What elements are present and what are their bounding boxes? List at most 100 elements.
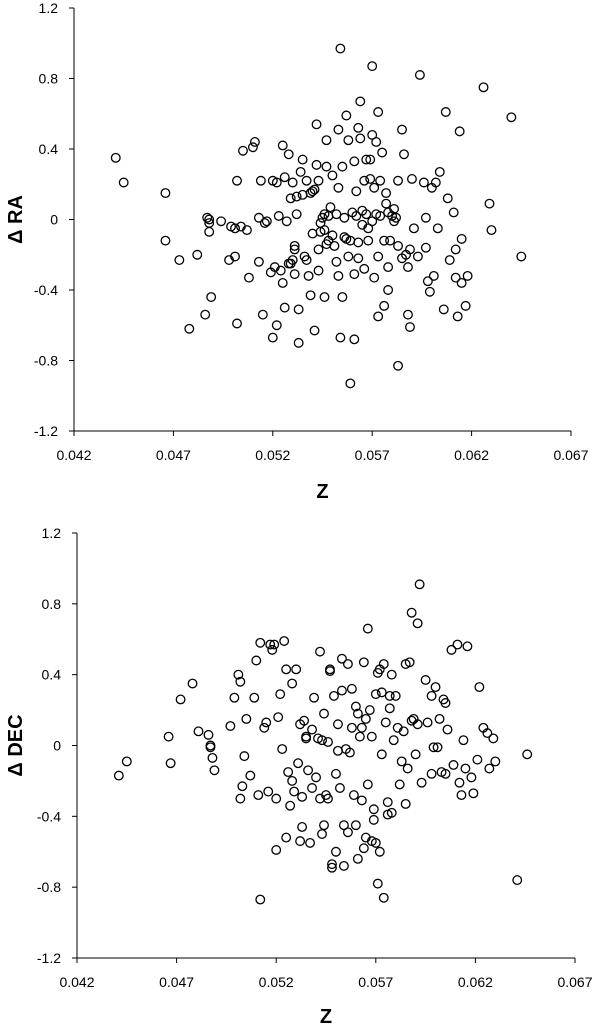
data-point xyxy=(426,768,437,779)
x-tick-label: 0.067 xyxy=(557,974,592,990)
data-point xyxy=(261,717,272,728)
data-point xyxy=(398,726,409,737)
data-point xyxy=(356,722,367,733)
data-point xyxy=(249,136,260,147)
data-point xyxy=(522,749,533,760)
data-point xyxy=(216,216,227,227)
data-point xyxy=(374,846,385,857)
data-point xyxy=(418,177,429,188)
data-point xyxy=(249,692,260,703)
data-point xyxy=(488,733,499,744)
data-point xyxy=(287,255,298,265)
x-tick-label: 0.062 xyxy=(458,974,493,990)
data-point xyxy=(378,892,389,903)
data-point xyxy=(412,618,423,629)
x-tick-label: 0.057 xyxy=(358,974,393,990)
data-point xyxy=(319,820,329,831)
data-point xyxy=(277,278,288,288)
y-tick-label: -1.2 xyxy=(37,950,61,966)
data-point xyxy=(160,188,171,199)
data-point xyxy=(309,325,320,336)
data-point xyxy=(325,202,336,213)
data-point xyxy=(358,843,369,854)
data-point xyxy=(428,270,439,281)
data-point xyxy=(334,783,345,793)
data-point xyxy=(438,304,449,315)
data-point xyxy=(299,715,310,726)
data-point xyxy=(325,664,335,675)
data-point xyxy=(394,779,405,790)
data-point xyxy=(442,193,453,204)
data-point xyxy=(271,793,282,804)
data-point xyxy=(336,685,347,696)
data-point xyxy=(293,304,304,315)
data-point xyxy=(472,754,483,765)
data-point xyxy=(275,265,286,276)
data-point xyxy=(331,846,341,857)
y-tick-label: -0.4 xyxy=(34,282,58,298)
data-point xyxy=(204,214,215,225)
data-point xyxy=(373,311,384,322)
data-point xyxy=(381,188,392,199)
data-point xyxy=(448,760,459,770)
data-point xyxy=(232,175,242,186)
data-point xyxy=(370,837,381,848)
data-point xyxy=(202,212,213,223)
data-point xyxy=(337,161,348,172)
data-points xyxy=(113,579,533,905)
data-point xyxy=(307,724,318,735)
data-point xyxy=(271,320,282,331)
y-tick-labels: 1.2 0.8 0.4 0 -0.4 -0.8 -1.2 xyxy=(34,0,58,439)
data-point xyxy=(348,790,359,801)
data-point xyxy=(113,770,124,781)
data-point xyxy=(382,797,393,808)
data-point xyxy=(255,894,266,905)
data-point xyxy=(353,122,364,133)
data-point xyxy=(405,244,415,255)
data-point xyxy=(468,788,479,799)
data-point xyxy=(404,657,415,668)
y-tick-label: 0.4 xyxy=(39,141,59,157)
data-point xyxy=(309,184,320,195)
data-point xyxy=(410,749,421,760)
data-point xyxy=(267,332,278,343)
data-point xyxy=(420,675,431,685)
data-point xyxy=(426,690,437,701)
data-point xyxy=(379,300,390,311)
data-point xyxy=(355,96,366,107)
data-point xyxy=(448,207,459,218)
data-point xyxy=(380,717,391,728)
data-point xyxy=(283,149,294,160)
data-point xyxy=(422,276,433,287)
data-point xyxy=(460,763,471,774)
data-point xyxy=(335,43,346,54)
data-point xyxy=(377,147,388,158)
data-point xyxy=(327,859,337,870)
data-point xyxy=(412,719,423,730)
data-point xyxy=(289,786,300,797)
data-point xyxy=(393,360,403,371)
data-point xyxy=(331,768,341,779)
data-point xyxy=(271,177,282,188)
data-point xyxy=(452,311,463,322)
data-point xyxy=(440,768,451,779)
data-point xyxy=(285,800,296,811)
data-point xyxy=(344,747,355,758)
data-point xyxy=(193,726,204,737)
data-point xyxy=(338,860,349,871)
data-point xyxy=(352,708,363,719)
data-point xyxy=(391,212,402,223)
data-point xyxy=(327,230,338,241)
data-point xyxy=(285,193,296,204)
data-point xyxy=(369,182,380,193)
x-tick-label: 0.067 xyxy=(553,447,588,463)
data-point xyxy=(406,607,417,618)
data-point xyxy=(273,712,284,723)
data-point xyxy=(259,722,270,733)
data-point xyxy=(311,159,322,170)
data-point xyxy=(175,694,186,705)
data-point xyxy=(434,713,445,724)
data-point xyxy=(283,767,294,778)
data-point xyxy=(356,795,367,806)
